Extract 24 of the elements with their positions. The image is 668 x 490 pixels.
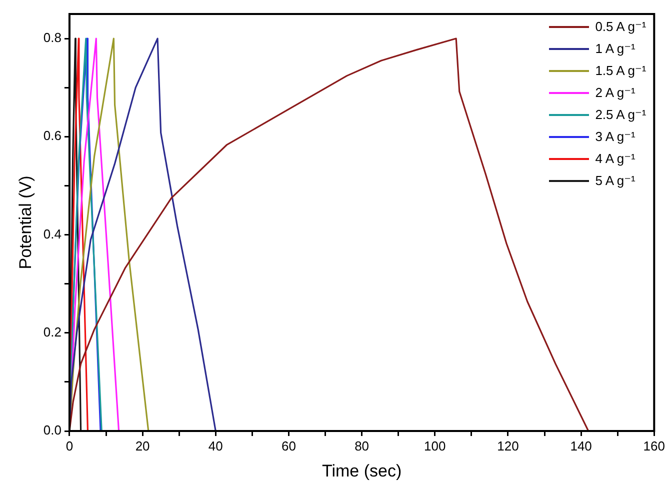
legend-label: 3 A g⁻¹ (595, 128, 636, 146)
legend-label: 4 A g⁻¹ (595, 150, 636, 168)
x-tick-label: 80 (354, 438, 370, 454)
x-tick-label: 40 (208, 438, 223, 454)
y-tick-label: 0.8 (43, 30, 62, 46)
x-axis-title: Time (sec) (322, 461, 402, 480)
x-tick-label: 0 (66, 438, 74, 454)
x-tick-label: 140 (570, 438, 592, 454)
y-tick-label: 0.2 (43, 324, 62, 340)
legend-label: 1 A g⁻¹ (595, 40, 636, 58)
legend-label: 2 A g⁻¹ (595, 84, 636, 102)
legend-label: 0.5 A g⁻¹ (595, 18, 646, 36)
x-tick-label: 120 (497, 438, 519, 454)
legend-label: 1.5 A g⁻¹ (595, 62, 646, 80)
y-axis-title: Potential (V) (16, 176, 35, 270)
y-tick-label: 0.4 (43, 226, 62, 242)
x-tick-label: 60 (281, 438, 296, 454)
y-tick-label: 0.0 (43, 422, 62, 438)
legend-label: 2.5 A g⁻¹ (595, 106, 646, 124)
legend-label: 5 A g⁻¹ (595, 172, 636, 190)
x-tick-label: 20 (135, 438, 150, 454)
x-tick-label: 100 (424, 438, 446, 454)
y-tick-label: 0.6 (43, 128, 62, 144)
x-tick-label: 160 (643, 438, 666, 454)
